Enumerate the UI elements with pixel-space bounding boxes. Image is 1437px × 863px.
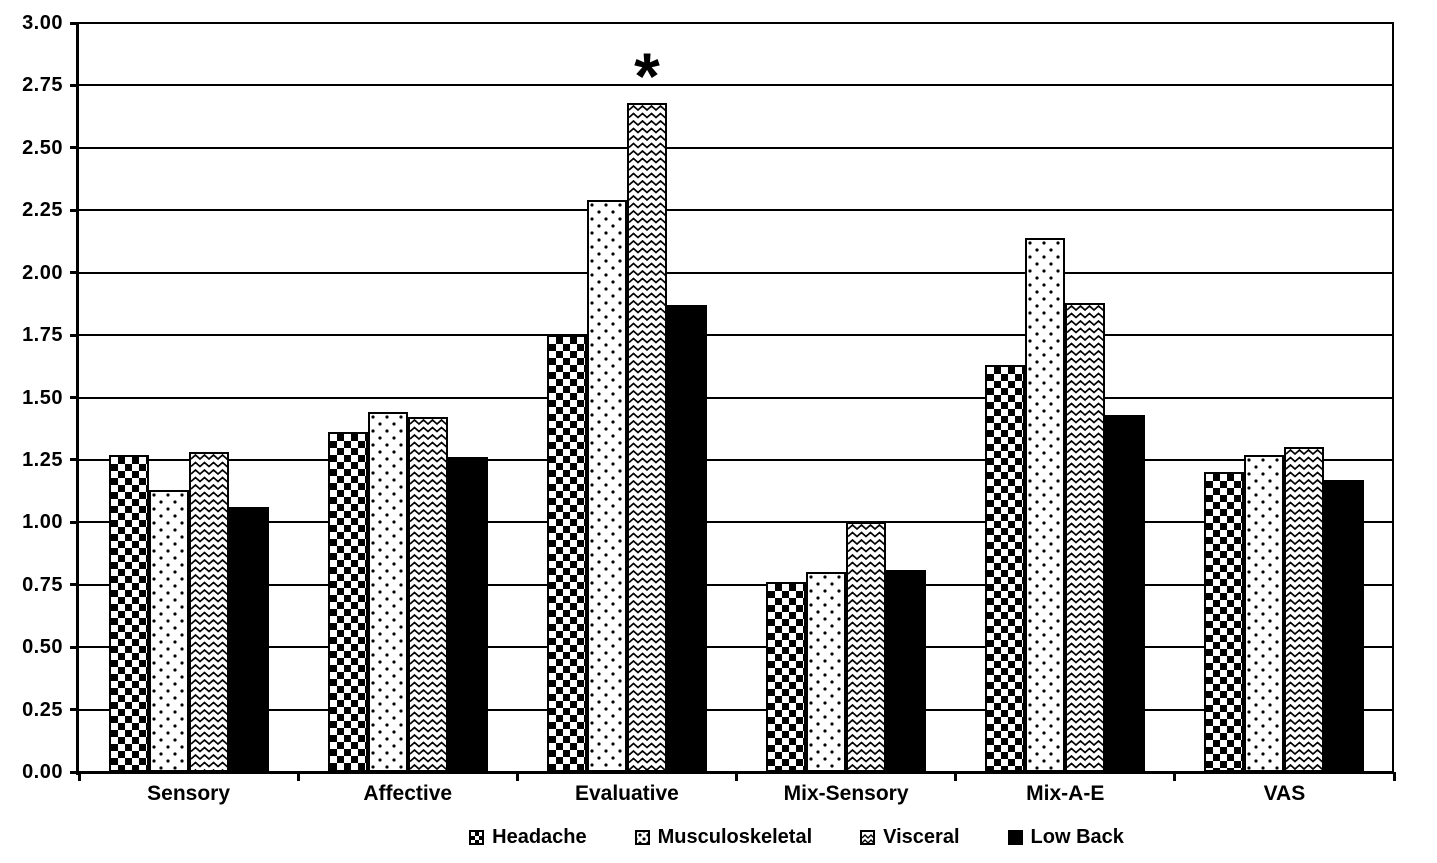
category-label-sensory: Sensory xyxy=(147,782,231,805)
y-axis-tick xyxy=(70,708,79,712)
plot-right-border xyxy=(1392,23,1394,772)
legend-item-musculoskeletal: Musculoskeletal xyxy=(634,826,813,848)
bar-musculoskeletal-mix-a-e xyxy=(1025,237,1066,772)
bar-headache-mix-a-e xyxy=(985,365,1026,772)
gridline xyxy=(79,209,1394,212)
legend-swatch-dots xyxy=(634,829,650,845)
gridline xyxy=(79,583,1394,586)
gridline xyxy=(79,396,1394,399)
y-axis-line xyxy=(76,23,79,775)
y-axis-tick xyxy=(70,396,79,399)
bar-low-back-sensory xyxy=(228,507,269,772)
chart-legend: Headache Musculoskeletal Visceral Low Back xyxy=(139,820,1437,854)
y-axis-tick-label: 1.75 xyxy=(22,324,63,347)
zigzag-pattern xyxy=(1067,304,1104,770)
gridline xyxy=(79,646,1394,649)
gridline xyxy=(79,22,1394,24)
category-label-vas: VAS xyxy=(1263,782,1306,805)
y-axis-tick xyxy=(70,21,79,25)
y-axis-tick xyxy=(70,333,79,337)
bar-visceral-sensory xyxy=(188,452,229,772)
y-axis-tick xyxy=(70,458,79,462)
y-axis-tick xyxy=(70,770,79,774)
legend-label: Headache xyxy=(492,826,587,848)
zigzag-pattern xyxy=(190,454,227,770)
y-axis-tick-label: 1.00 xyxy=(22,511,63,534)
zigzag-pattern xyxy=(1286,449,1323,770)
y-axis-tick xyxy=(70,645,79,649)
y-axis-tick xyxy=(70,271,79,275)
category-label-mix-a-e: Mix-A-E xyxy=(1026,782,1105,805)
bar-visceral-vas xyxy=(1284,447,1325,772)
x-axis-tick xyxy=(77,772,81,781)
legend-item-low-back: Low Back xyxy=(1007,826,1124,848)
y-axis-tick-label: 2.50 xyxy=(22,136,63,159)
bar-headache-sensory xyxy=(108,454,149,772)
significance-asterisk: * xyxy=(634,38,660,113)
bar-musculoskeletal-mix-sensory xyxy=(806,572,847,772)
y-axis-tick-label: 1.50 xyxy=(22,386,63,409)
legend-label: Low Back xyxy=(1030,826,1124,848)
gridline xyxy=(79,708,1394,711)
gridline xyxy=(79,334,1394,337)
gridline xyxy=(79,521,1394,524)
y-axis-tick-label: 0.75 xyxy=(22,573,63,596)
x-axis-tick xyxy=(1392,772,1396,781)
y-axis-tick-label: 0.00 xyxy=(22,761,63,783)
gridline xyxy=(79,146,1394,149)
bar-musculoskeletal-sensory xyxy=(148,489,189,772)
y-axis-tick-label: 2.00 xyxy=(22,261,63,284)
bar-musculoskeletal-affective xyxy=(367,412,408,772)
bar-visceral-affective xyxy=(407,417,448,772)
y-axis-tick-label: 2.75 xyxy=(22,74,63,97)
bar-headache-mix-sensory xyxy=(766,582,807,772)
bar-musculoskeletal-evaluative xyxy=(586,200,627,772)
category-label-mix-sensory: Mix-Sensory xyxy=(783,782,909,805)
bar-visceral-mix-sensory xyxy=(846,522,887,772)
zigzag-pattern xyxy=(848,524,885,770)
y-axis-tick xyxy=(70,146,79,150)
legend-swatch-checker xyxy=(469,829,485,845)
legend-item-headache: Headache xyxy=(469,826,587,848)
bar-low-back-evaluative xyxy=(666,305,707,772)
gridline xyxy=(79,271,1394,274)
bar-low-back-mix-sensory xyxy=(886,569,927,772)
zigzag-pattern xyxy=(409,419,446,770)
legend-swatch-solid xyxy=(1007,829,1023,845)
bar-headache-evaluative xyxy=(546,335,587,772)
y-axis-tick-label: 0.50 xyxy=(22,636,63,659)
x-axis-tick xyxy=(954,772,958,781)
bar-headache-affective xyxy=(327,432,368,772)
y-axis-tick xyxy=(70,520,79,524)
y-axis-tick xyxy=(70,208,79,212)
bar-musculoskeletal-vas xyxy=(1244,454,1285,772)
bar-headache-vas xyxy=(1204,472,1245,772)
zigzag-pattern xyxy=(628,104,665,770)
y-axis-tick xyxy=(70,83,79,87)
x-axis-tick xyxy=(1173,772,1177,781)
category-label-evaluative: Evaluative xyxy=(574,782,679,805)
bar-low-back-affective xyxy=(447,457,488,772)
y-axis-tick-label: 2.25 xyxy=(22,199,63,222)
y-axis-tick xyxy=(70,583,79,587)
legend-label: Musculoskeletal xyxy=(657,826,813,848)
bar-visceral-mix-a-e xyxy=(1065,302,1106,772)
legend-label: Visceral xyxy=(883,826,960,848)
y-axis-tick-label: 3.00 xyxy=(22,12,63,34)
bar-visceral-evaluative xyxy=(626,102,667,772)
gridline xyxy=(79,84,1394,87)
y-axis-tick-label: 1.25 xyxy=(22,448,63,471)
bar-low-back-mix-a-e xyxy=(1105,414,1146,772)
legend-swatch-zigzag xyxy=(860,829,881,849)
category-label-affective: Affective xyxy=(363,782,453,805)
y-axis-tick-label: 0.25 xyxy=(22,698,63,721)
bar-low-back-vas xyxy=(1324,479,1365,772)
zigzag-pattern xyxy=(861,833,881,849)
legend-item-visceral: Visceral xyxy=(860,826,960,849)
x-axis-tick xyxy=(296,772,300,781)
gridline xyxy=(79,458,1394,461)
x-axis-tick xyxy=(735,772,738,781)
x-axis-tick xyxy=(515,772,519,781)
